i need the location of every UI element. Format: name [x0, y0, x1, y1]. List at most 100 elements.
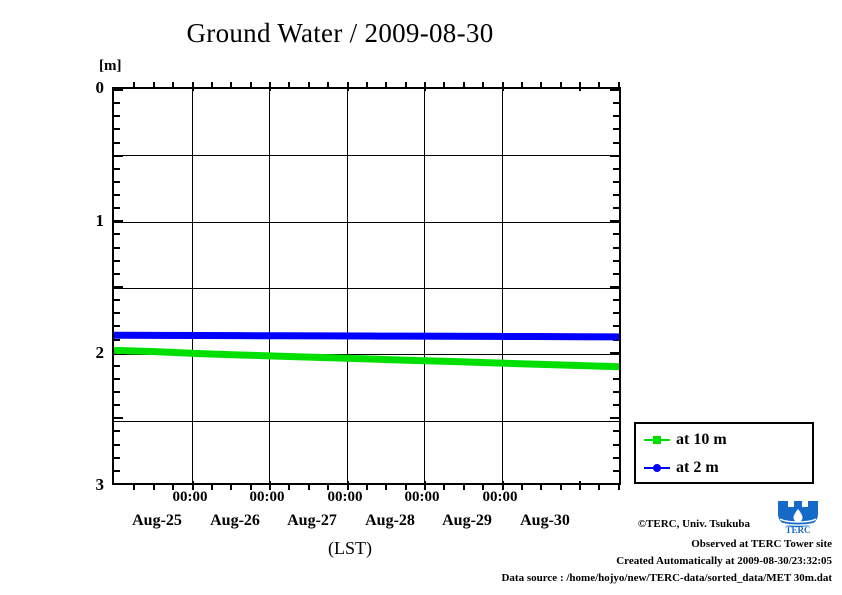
- x-time-label: 00:00: [482, 489, 518, 505]
- x-tick: [404, 484, 407, 490]
- x-tick: [559, 82, 562, 88]
- y-tick: [114, 430, 120, 433]
- y-axis-unit-label: [m]: [99, 58, 122, 74]
- gridline-vertical: [424, 89, 425, 483]
- x-time-label: 00:00: [172, 489, 208, 505]
- y-tick: [613, 377, 619, 380]
- y-tick-label-1: 1: [95, 211, 105, 230]
- x-tick: [269, 82, 271, 91]
- x-tick: [579, 481, 581, 490]
- y-tick: [613, 404, 619, 407]
- x-time-label: 00:00: [327, 489, 363, 505]
- x-tick: [365, 82, 368, 88]
- y-tick: [114, 180, 120, 183]
- y-tick: [610, 286, 619, 288]
- x-tick: [152, 82, 155, 88]
- y-tick: [613, 194, 619, 197]
- x-tick: [210, 82, 213, 88]
- x-tick: [501, 82, 504, 91]
- y-tick: [114, 259, 120, 262]
- legend-item-at-10m[interactable]: at 10 m: [644, 430, 727, 450]
- x-tick: [540, 82, 543, 88]
- y-tick: [114, 469, 120, 472]
- y-tick: [114, 456, 120, 459]
- gridline-horizontal: [114, 354, 619, 356]
- series-line-at-2m: [114, 331, 619, 341]
- x-tick: [424, 82, 426, 91]
- terc-logo-icon: TERC: [778, 501, 818, 534]
- y-tick: [613, 141, 619, 144]
- x-tick: [462, 82, 465, 88]
- x-time-label: 00:00: [404, 489, 440, 505]
- x-date-label: Aug-28: [365, 512, 415, 529]
- x-tick: [327, 82, 330, 88]
- page-title: Ground Water / 2009-08-30: [186, 18, 494, 48]
- x-tick: [191, 82, 194, 91]
- legend-marker-circle-icon: [644, 462, 670, 474]
- y-tick: [613, 272, 619, 275]
- x-tick: [230, 82, 233, 88]
- gridline-vertical: [269, 89, 270, 483]
- x-tick: [307, 484, 310, 490]
- x-tick: [404, 82, 407, 88]
- x-tick: [288, 82, 291, 88]
- gridline-vertical: [501, 89, 503, 483]
- y-tick: [114, 246, 120, 249]
- y-tick-label-3: 3: [95, 475, 105, 494]
- y-tick: [613, 469, 619, 472]
- x-tick: [172, 82, 175, 88]
- y-tick: [613, 443, 619, 446]
- y-tick: [613, 180, 619, 183]
- legend-label-at-10m: at 10 m: [676, 431, 727, 448]
- x-tick: [462, 484, 465, 490]
- y-tick: [114, 483, 123, 485]
- x-tick: [501, 481, 504, 490]
- y-tick: [114, 312, 120, 315]
- x-tick: [133, 82, 136, 88]
- x-tick: [327, 484, 330, 490]
- y-tick: [613, 259, 619, 262]
- x-tick: [346, 82, 349, 91]
- y-tick: [114, 167, 120, 170]
- x-tick: [133, 484, 136, 490]
- x-tick: [288, 484, 291, 490]
- gridline-horizontal: [114, 420, 619, 422]
- x-tick: [210, 484, 213, 490]
- x-tick: [191, 481, 194, 490]
- x-tick: [482, 82, 485, 88]
- x-tick: [307, 82, 310, 88]
- x-tick: [520, 82, 523, 88]
- x-tick: [617, 484, 620, 490]
- footer-copyright: ©TERC, Univ. Tsukuba: [637, 518, 750, 530]
- x-date-label: Aug-27: [287, 512, 337, 529]
- y-tick-label-2: 2: [95, 343, 105, 362]
- y-tick: [613, 299, 619, 302]
- y-tick: [610, 154, 619, 157]
- y-tick: [114, 443, 120, 446]
- y-tick: [114, 325, 120, 328]
- x-tick: [269, 481, 271, 490]
- y-tick: [114, 391, 120, 394]
- x-tick: [424, 481, 426, 490]
- y-tick: [610, 417, 619, 420]
- y-tick: [114, 404, 120, 407]
- y-tick: [613, 456, 619, 459]
- y-tick: [114, 377, 120, 380]
- y-tick: [114, 194, 120, 197]
- x-time-label: 00:00: [249, 489, 285, 505]
- x-tick: [152, 484, 155, 490]
- y-tick: [114, 154, 123, 157]
- y-tick: [114, 233, 120, 236]
- x-tick: [482, 484, 485, 490]
- y-tick: [613, 325, 619, 328]
- y-tick: [114, 128, 120, 131]
- x-tick: [617, 82, 620, 88]
- y-tick: [613, 207, 619, 210]
- x-date-label: Aug-26: [210, 512, 260, 529]
- y-tick: [613, 102, 619, 105]
- y-tick: [114, 272, 120, 275]
- x-date-label: Aug-30: [520, 512, 570, 529]
- svg-text:TERC: TERC: [785, 525, 810, 534]
- legend-item-at-2m[interactable]: at 2 m: [644, 458, 719, 478]
